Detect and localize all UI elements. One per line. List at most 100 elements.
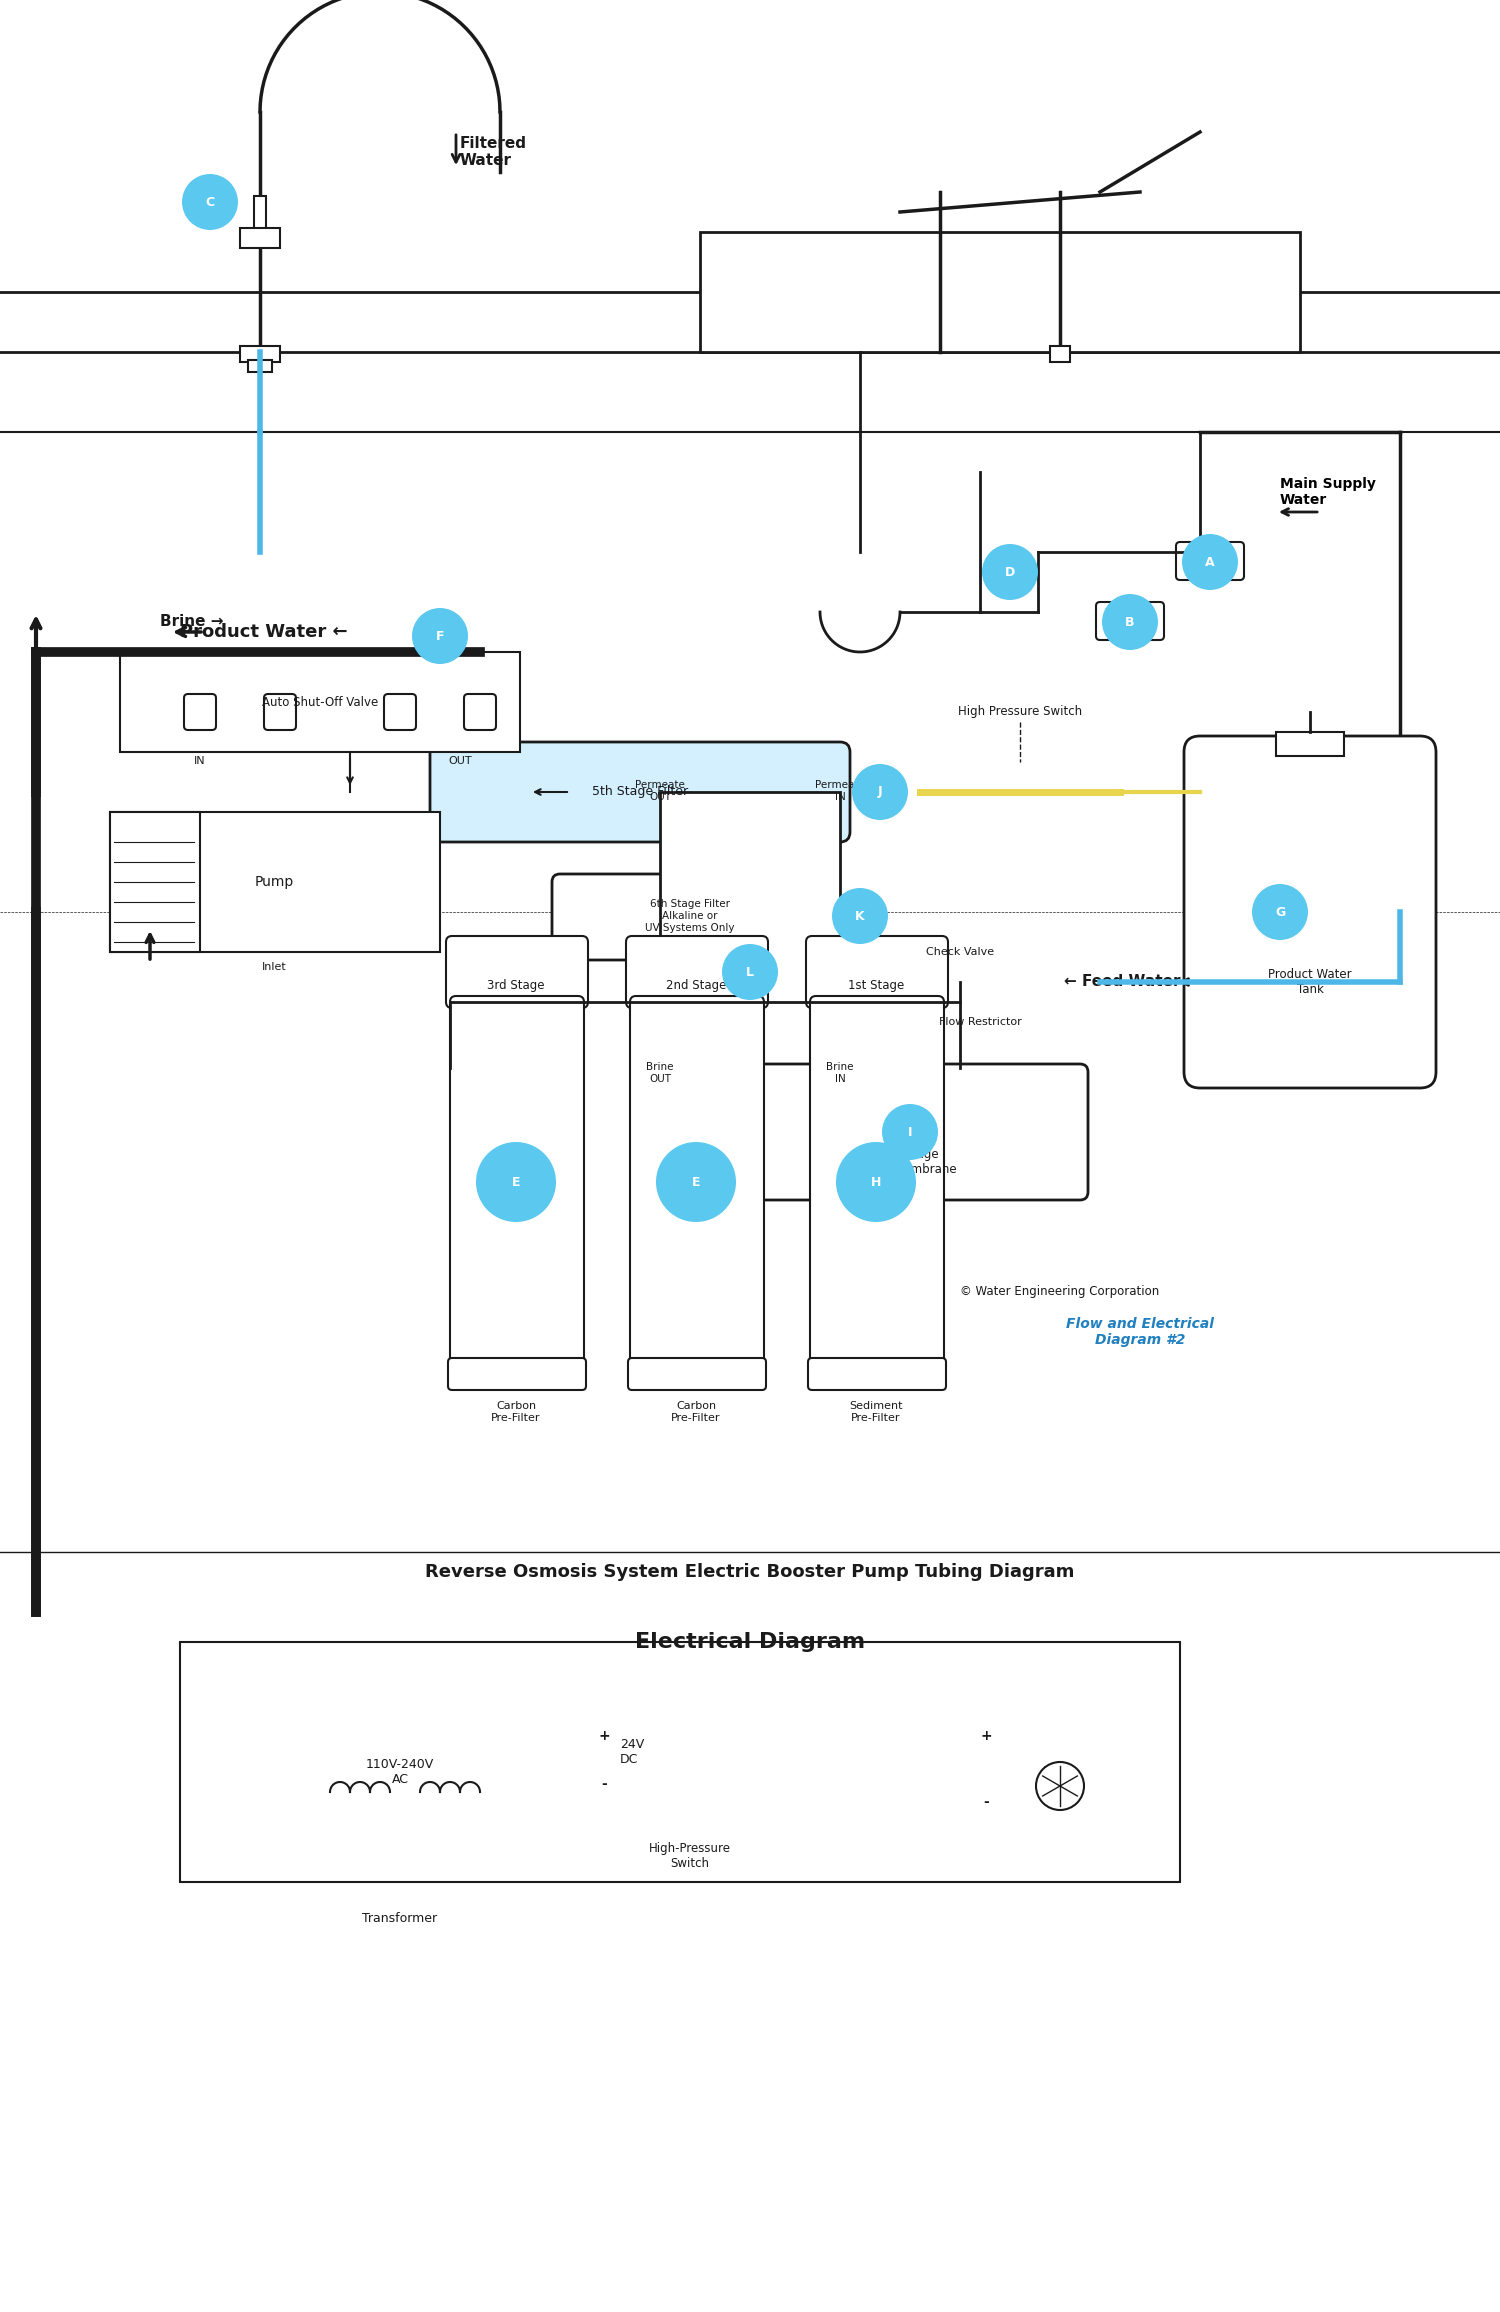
FancyBboxPatch shape [430, 742, 850, 842]
Text: 2nd Stage: 2nd Stage [666, 978, 726, 992]
Bar [660, 793, 840, 1073]
Bar [120, 652, 520, 751]
Text: High Pressure Switch: High Pressure Switch [958, 705, 1082, 719]
Circle shape [882, 1105, 938, 1161]
Text: F: F [435, 629, 444, 643]
FancyBboxPatch shape [1176, 541, 1244, 580]
Circle shape [656, 1142, 736, 1223]
Bar [248, 361, 272, 372]
Text: IN: IN [194, 756, 206, 765]
Text: B: B [1125, 615, 1134, 629]
Text: 24V
DC: 24V DC [620, 1739, 645, 1766]
Text: Electrical Diagram: Electrical Diagram [634, 1632, 866, 1653]
Text: +: + [598, 1729, 610, 1743]
FancyBboxPatch shape [628, 1357, 766, 1390]
Text: Flow and Electrical
Diagram #2: Flow and Electrical Diagram #2 [1066, 1318, 1214, 1348]
Text: Reverse Osmosis System Electric Booster Pump Tubing Diagram: Reverse Osmosis System Electric Booster … [426, 1563, 1074, 1581]
Text: Pump: Pump [255, 874, 294, 890]
Circle shape [476, 1142, 556, 1223]
Text: E: E [692, 1174, 700, 1188]
Bar [320, 1711, 480, 1873]
Bar [1050, 347, 1070, 363]
Circle shape [1182, 534, 1238, 590]
FancyBboxPatch shape [808, 1357, 946, 1390]
FancyBboxPatch shape [1184, 735, 1436, 1089]
Circle shape [852, 763, 907, 821]
Circle shape [982, 543, 1038, 601]
Text: High-Pressure
Switch: High-Pressure Switch [650, 1843, 730, 1870]
Text: Auto Shut-Off Valve: Auto Shut-Off Valve [262, 696, 378, 707]
Text: OUT: OUT [448, 756, 472, 765]
Bar [254, 197, 266, 231]
Bar [600, 1762, 780, 1831]
Circle shape [1036, 1762, 1084, 1810]
Text: Flow Restrictor: Flow Restrictor [939, 1017, 1022, 1027]
Text: -: - [982, 1794, 988, 1808]
Circle shape [833, 888, 888, 943]
Bar [980, 1711, 1140, 1831]
FancyBboxPatch shape [630, 996, 764, 1369]
FancyBboxPatch shape [742, 1064, 1088, 1200]
Text: © Water Engineering Corporation: © Water Engineering Corporation [960, 1285, 1160, 1299]
Bar [110, 812, 439, 953]
FancyBboxPatch shape [552, 874, 828, 959]
Circle shape [413, 608, 468, 664]
Circle shape [722, 943, 778, 1001]
Bar [1276, 733, 1344, 756]
Text: ← Feed Water: ← Feed Water [1064, 973, 1180, 990]
Bar [110, 812, 200, 953]
Text: L: L [746, 966, 754, 978]
Text: Brine →: Brine → [160, 615, 224, 629]
Text: C: C [206, 197, 214, 208]
Bar [240, 347, 280, 363]
Text: I: I [908, 1126, 912, 1138]
Bar [700, 231, 1300, 351]
Text: Brine
OUT: Brine OUT [646, 1061, 674, 1084]
Text: Carbon
Pre-Filter: Carbon Pre-Filter [492, 1401, 540, 1422]
Text: 3rd Stage: 3rd Stage [488, 978, 544, 992]
FancyBboxPatch shape [184, 694, 216, 731]
Text: Brine
IN: Brine IN [827, 1061, 854, 1084]
Text: J: J [878, 786, 882, 798]
Circle shape [836, 1142, 916, 1223]
Text: Pump: Pump [1042, 1766, 1077, 1778]
Text: Product Water ←: Product Water ← [180, 622, 348, 640]
Text: -: - [602, 1778, 608, 1792]
FancyBboxPatch shape [448, 1357, 586, 1390]
Text: 4th Stage
GRO Membrane: 4th Stage GRO Membrane [862, 1149, 957, 1177]
FancyBboxPatch shape [450, 996, 584, 1369]
Text: Check Valve: Check Valve [926, 948, 994, 957]
FancyBboxPatch shape [264, 694, 296, 731]
FancyBboxPatch shape [810, 996, 944, 1369]
Circle shape [1252, 883, 1308, 941]
Text: Permeate
IN: Permeate IN [815, 781, 866, 802]
Circle shape [182, 173, 238, 229]
Bar [240, 229, 280, 247]
Text: K: K [855, 909, 865, 922]
Text: D: D [1005, 566, 1016, 578]
FancyBboxPatch shape [806, 936, 948, 1008]
Circle shape [1102, 594, 1158, 650]
Text: 5th Stage Filter: 5th Stage Filter [592, 786, 688, 798]
Text: Product Water
Tank: Product Water Tank [1268, 969, 1352, 996]
Text: Filtered
Water: Filtered Water [460, 136, 526, 169]
Text: 1st Stage: 1st Stage [847, 978, 904, 992]
Text: Transformer: Transformer [363, 1912, 438, 1926]
Text: Main Supply
Water: Main Supply Water [1280, 476, 1376, 506]
Text: Permeate
OUT: Permeate OUT [634, 781, 686, 802]
FancyBboxPatch shape [464, 694, 496, 731]
Text: Sediment
Pre-Filter: Sediment Pre-Filter [849, 1401, 903, 1422]
Text: 6th Stage Filter
Alkaline or
UV Systems Only: 6th Stage Filter Alkaline or UV Systems … [645, 899, 735, 932]
Text: 110V-240V
AC: 110V-240V AC [366, 1757, 434, 1785]
Text: Inlet: Inlet [261, 962, 286, 971]
FancyBboxPatch shape [626, 936, 768, 1008]
Text: E: E [512, 1174, 520, 1188]
Text: Carbon
Pre-Filter: Carbon Pre-Filter [672, 1401, 720, 1422]
Bar [180, 1642, 1180, 1882]
FancyBboxPatch shape [446, 936, 588, 1008]
Text: A: A [1204, 555, 1215, 569]
Text: H: H [871, 1174, 880, 1188]
Text: +: + [980, 1729, 992, 1743]
FancyBboxPatch shape [384, 694, 416, 731]
Text: G: G [1275, 906, 1286, 918]
